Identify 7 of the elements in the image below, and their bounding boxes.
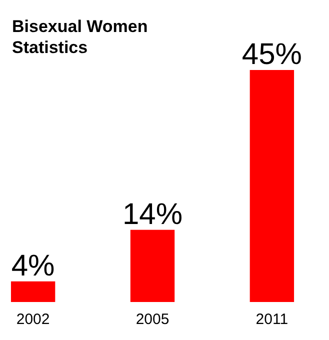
data-label: 45%: [242, 38, 302, 71]
data-label: 4%: [11, 249, 55, 282]
data-label: 14%: [122, 198, 183, 231]
chart-title: Bisexual Women Statistics: [12, 17, 148, 57]
x-tick-label: 2005: [136, 311, 170, 328]
x-tick-label: 2002: [16, 311, 50, 328]
x-tick-label: 2011: [256, 311, 288, 328]
